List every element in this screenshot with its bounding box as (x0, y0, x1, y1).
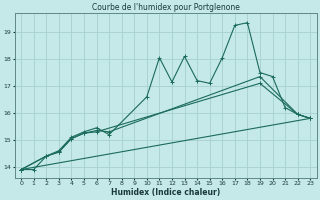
Title: Courbe de l'humidex pour Portglenone: Courbe de l'humidex pour Portglenone (92, 3, 240, 12)
X-axis label: Humidex (Indice chaleur): Humidex (Indice chaleur) (111, 188, 220, 197)
